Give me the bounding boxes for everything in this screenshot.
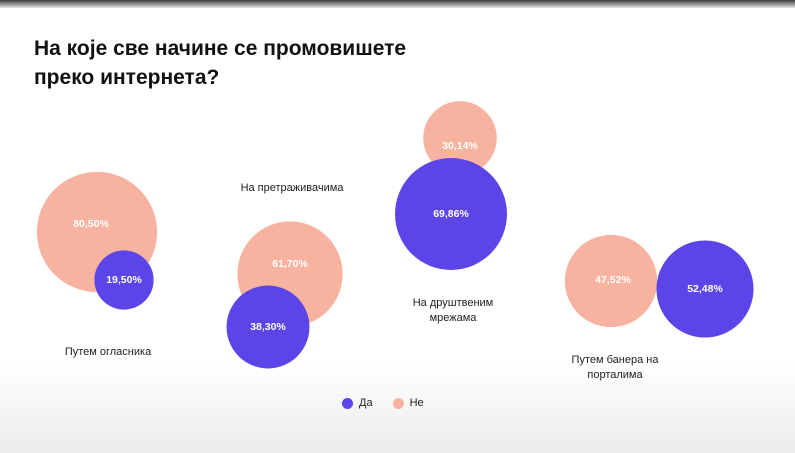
category-label-0-0: Путем огласника (65, 346, 152, 358)
legend-item-yes: Да (342, 397, 373, 409)
value-label-yes-0: 19,50% (106, 274, 142, 286)
category-label-3-0: Путем банера на (572, 354, 660, 366)
chart-title: На које све начине се промовишете преко … (34, 37, 407, 89)
value-label-no-1: 61,70% (272, 258, 308, 270)
value-label-yes-2: 69,86% (433, 208, 469, 220)
value-label-no-0: 80,50% (73, 218, 109, 230)
bubble-no-3 (564, 234, 658, 328)
category-label-1-0: На претраживачима (241, 182, 345, 194)
bubble-yes-3 (656, 240, 754, 338)
value-label-yes-3: 52,48% (687, 283, 723, 295)
legend-label-no: Не (409, 397, 424, 409)
category-label-2-1: мрежама (430, 312, 478, 324)
value-label-no-3: 47,52% (595, 274, 631, 286)
value-label-no-2: 30,14% (442, 140, 478, 152)
category-label-2-0: На друштвеним (413, 297, 494, 309)
value-label-yes-1: 38,30% (250, 321, 286, 333)
legend-item-no: Не (392, 397, 424, 409)
legend-swatch-yes (342, 397, 353, 409)
bubble-yes-0 (94, 250, 154, 310)
bubble-yes-1 (226, 285, 310, 369)
bubble-no-2 (423, 101, 497, 175)
category-label-3-1: порталима (587, 369, 643, 381)
legend-swatch-no (392, 397, 404, 409)
legend-label-yes: Да (359, 397, 373, 409)
bubble-yes-2 (394, 157, 508, 271)
legend: Да Не (342, 397, 424, 409)
window-top-bar (0, 0, 795, 8)
